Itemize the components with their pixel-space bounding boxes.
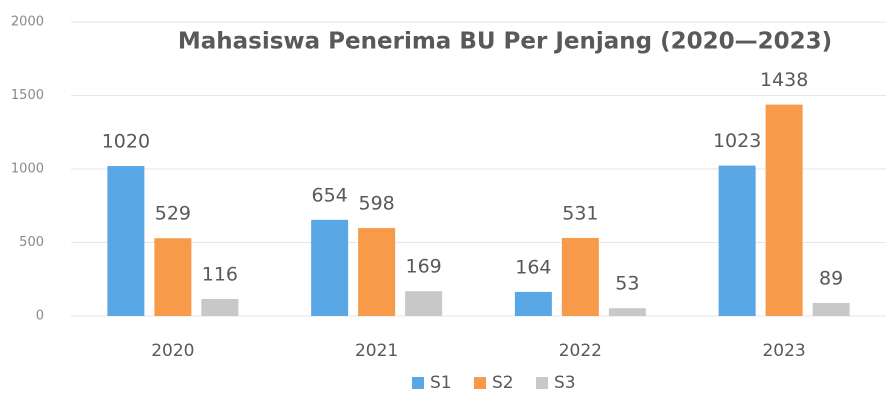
- y-tick-label: 1500: [11, 88, 44, 103]
- value-label: 164: [515, 256, 551, 278]
- legend-swatch: [474, 377, 486, 389]
- y-tick-label: 2000: [11, 15, 44, 30]
- value-label: 529: [155, 203, 191, 225]
- x-tick-label: 2021: [355, 341, 398, 361]
- y-tick-label: 0: [36, 309, 44, 324]
- bar: [405, 291, 443, 316]
- bar: [107, 166, 145, 316]
- x-tick-label: 2020: [151, 341, 194, 361]
- y-tick-label: 1000: [11, 162, 44, 177]
- legend-swatch: [536, 377, 548, 389]
- value-label: 169: [405, 256, 441, 278]
- x-tick-label: 2023: [762, 341, 805, 361]
- bar: [311, 219, 349, 316]
- bar: [608, 308, 646, 316]
- chart-title: Mahasiswa Penerima BU Per Jenjang (2020—…: [178, 29, 832, 55]
- legend-label: S2: [492, 373, 514, 393]
- bar: [561, 237, 599, 316]
- legend-label: S3: [554, 373, 576, 393]
- bar: [765, 104, 803, 316]
- value-label: 654: [311, 184, 347, 206]
- value-label: 1020: [102, 131, 150, 153]
- value-label: 53: [615, 273, 639, 295]
- bar: [201, 298, 239, 316]
- bar: [718, 165, 756, 316]
- bar: [154, 238, 192, 316]
- value-label: 531: [562, 202, 598, 224]
- bar: [514, 291, 552, 316]
- value-label: 89: [819, 267, 843, 289]
- value-label: 1023: [713, 130, 761, 152]
- bar: [812, 302, 850, 316]
- value-label: 1438: [760, 69, 808, 91]
- bar: [358, 228, 396, 316]
- x-tick-label: 2022: [559, 341, 602, 361]
- value-label: 598: [358, 193, 394, 215]
- legend-label: S1: [430, 373, 452, 393]
- y-tick-label: 500: [19, 235, 44, 250]
- legend-swatch: [412, 377, 424, 389]
- value-label: 116: [202, 263, 238, 285]
